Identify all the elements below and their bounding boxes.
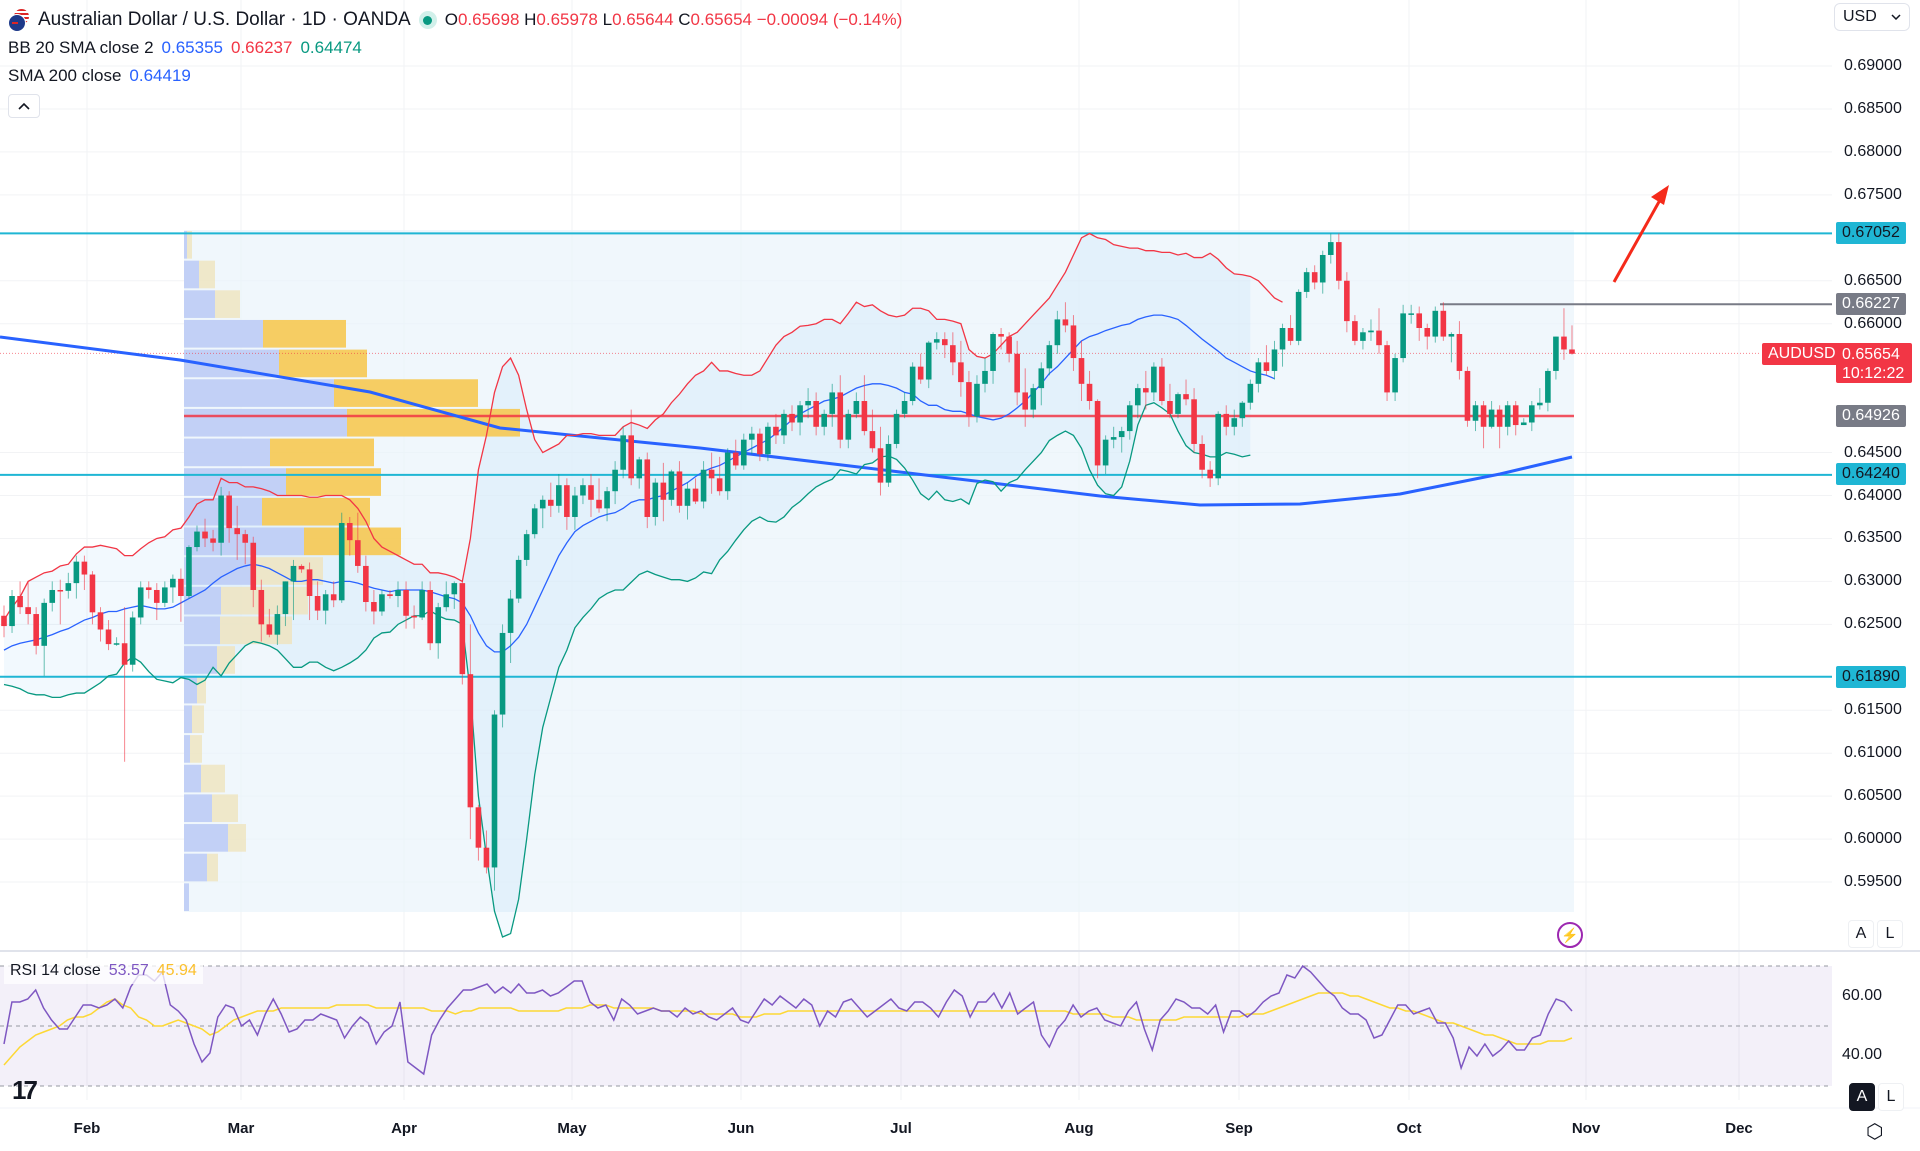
month-label: Aug — [1064, 1120, 1094, 1137]
month-label: May — [557, 1120, 587, 1137]
sma-legend-row[interactable]: SMA 200 close 0.64419 — [8, 62, 902, 90]
current-price: 0.65654 — [1842, 346, 1900, 363]
poc-level-tag: 0.64926 — [1836, 405, 1906, 427]
currency-select[interactable]: USD — [1834, 3, 1910, 31]
month-label: Jul — [890, 1120, 912, 1137]
price-tick: 0.61500 — [1844, 701, 1902, 719]
auto-scale-button[interactable]: A — [1848, 920, 1874, 948]
price-tick: 0.64500 — [1844, 443, 1902, 461]
recent-high-tag: 0.66227 — [1836, 293, 1906, 315]
rsi-ma-value: 45.94 — [156, 962, 197, 979]
month-label: Dec — [1725, 1120, 1753, 1137]
rsi-value: 53.57 — [108, 962, 149, 979]
price-tick: 0.63000 — [1844, 572, 1902, 590]
chart-legend: Australian Dollar / U.S. Dollar · 1D · O… — [8, 6, 902, 118]
bar-countdown: 10:12:22 — [1842, 365, 1905, 382]
price-tick: 0.60500 — [1844, 787, 1902, 805]
sma-label: SMA 200 close — [8, 66, 122, 85]
aud-usd-flag-icon — [8, 9, 30, 32]
price-tick: 0.66500 — [1844, 271, 1902, 289]
market-open-status-icon[interactable] — [418, 11, 437, 29]
low-value: 0.65644 — [612, 10, 674, 29]
bb-label: BB 20 SMA close 2 — [8, 38, 154, 57]
price-tick: 0.68500 — [1844, 99, 1902, 117]
month-label: Sep — [1225, 1120, 1253, 1137]
bb-legend-row[interactable]: BB 20 SMA close 2 0.65355 0.66237 0.6447… — [8, 34, 902, 62]
price-tick: 0.67500 — [1844, 185, 1902, 203]
resistance-level-tag: 0.67052 — [1836, 222, 1906, 244]
month-label: Mar — [227, 1120, 255, 1137]
symbol-title[interactable]: Australian Dollar / U.S. Dollar · 1D · O… — [38, 9, 411, 30]
current-price-tag: 0.65654 10:12:22 — [1836, 343, 1912, 383]
lightning-icon[interactable]: ⚡ — [1557, 922, 1583, 948]
price-tick: 0.66000 — [1844, 314, 1902, 332]
ohlc-values: O0.65698 H0.65978 L0.65644 C0.65654 −0.0… — [444, 10, 903, 29]
close-value: 0.65654 — [690, 10, 752, 29]
chevron-up-icon — [18, 102, 30, 110]
settings-gear-icon[interactable]: ⬡ — [1866, 1121, 1884, 1143]
month-label: Oct — [1396, 1120, 1422, 1137]
bb-lower-value: 0.64474 — [300, 38, 362, 57]
change-value: −0.00094 (−0.14%) — [756, 10, 903, 29]
price-tick: 0.68000 — [1844, 142, 1902, 160]
support-level-2-tag: 0.61890 — [1836, 666, 1906, 688]
collapse-legend-button[interactable] — [8, 94, 40, 118]
symbol-price-tag: AUDUSD — [1762, 343, 1842, 365]
month-label: Nov — [1571, 1120, 1601, 1137]
rsi-tick-60: 60.00 — [1842, 987, 1883, 1004]
tradingview-logo[interactable]: 17 — [12, 1075, 38, 1105]
chevron-down-icon — [1891, 14, 1901, 20]
month-label: Jun — [727, 1120, 755, 1137]
month-label: Apr — [391, 1120, 417, 1137]
price-tick: 0.63500 — [1844, 529, 1902, 547]
log-scale-button[interactable]: L — [1877, 920, 1903, 948]
price-tick: 0.69000 — [1844, 57, 1902, 74]
bb-upper-value: 0.66237 — [230, 38, 293, 57]
price-tick: 0.64000 — [1844, 486, 1902, 504]
rsi-auto-scale-button[interactable]: A — [1849, 1083, 1875, 1111]
sma-value: 0.64419 — [129, 66, 191, 85]
open-value: 0.65698 — [457, 10, 520, 29]
rsi-label: RSI 14 close — [10, 962, 101, 979]
month-label: Feb — [73, 1120, 101, 1137]
price-tick: 0.59500 — [1844, 873, 1902, 891]
support-level-tag: 0.64240 — [1836, 463, 1906, 485]
rsi-legend[interactable]: RSI 14 close 53.57 45.94 — [4, 958, 203, 984]
price-tick: 0.62500 — [1844, 615, 1902, 633]
symbol-row: Australian Dollar / U.S. Dollar · 1D · O… — [8, 6, 902, 34]
rsi-log-scale-button[interactable]: L — [1878, 1083, 1904, 1111]
bb-basis-value: 0.65355 — [161, 38, 223, 57]
rsi-tick-40: 40.00 — [1842, 1046, 1883, 1063]
price-tick: 0.60000 — [1844, 830, 1902, 848]
currency-value: USD — [1843, 8, 1877, 25]
high-value: 0.65978 — [536, 10, 598, 29]
price-tick: 0.61000 — [1844, 744, 1902, 762]
